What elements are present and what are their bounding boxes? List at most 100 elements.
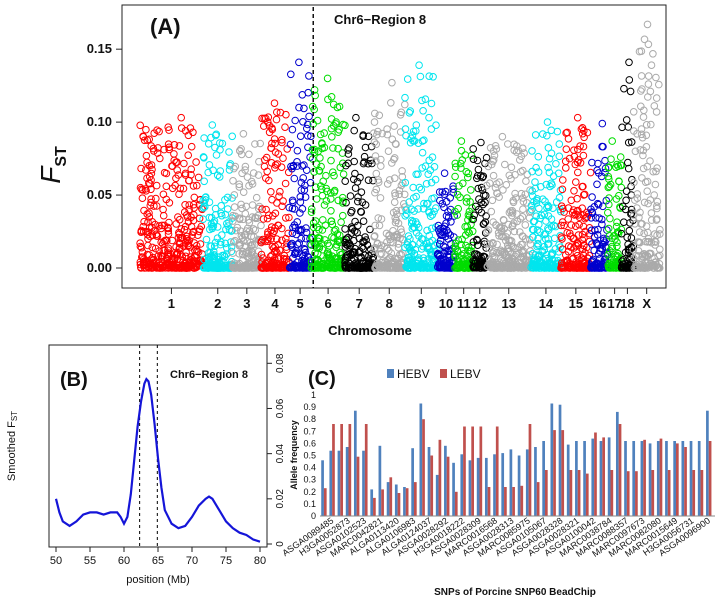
fst-point [259,235,267,244]
fst-point [540,210,549,219]
fst-point [316,154,324,162]
fst-point [195,225,204,234]
fst-point [621,205,630,214]
fst-point [414,170,422,178]
chromosome-X-points [629,20,664,272]
fst-point [513,217,522,226]
fst-point [520,149,528,157]
fst-point [205,161,214,169]
fst-point [301,248,310,257]
fst-point [623,233,632,242]
fst-point [530,217,539,225]
fst-point [485,244,494,253]
fst-point [300,161,308,169]
chromosome-17-points [604,137,626,272]
fst-point [200,134,208,142]
fst-point [229,249,237,257]
fst-point [574,168,582,177]
fst-peak-point [643,20,652,29]
bar-hebv [460,454,464,516]
bar-lebv [332,424,335,516]
fst-point [164,140,173,148]
fst-point [615,177,623,185]
fst-point [137,185,146,194]
fst-point [647,120,655,129]
fst-point [464,227,472,236]
fst-point [420,136,428,144]
fst-point [369,176,377,185]
fst-point [327,195,335,203]
fst-point [441,247,449,255]
fst-point [617,229,626,238]
fst-point [655,260,664,268]
fst-point [586,168,595,177]
fst-peak-point [208,121,217,129]
fst-point [509,243,517,251]
fst-point [534,168,543,176]
fst-point [321,221,330,230]
fst-point [374,178,383,187]
fst-point [175,239,184,248]
bar-lebv [364,424,368,516]
bar-lebv [544,470,548,516]
fst-point [558,185,567,194]
fst-point [642,143,651,151]
fst-point [236,146,244,155]
fst-point [534,252,542,261]
bar-hebv [656,441,660,516]
fst-point [545,168,554,177]
chromosome-label: 14 [539,296,554,311]
fst-point [505,171,514,180]
fst-point [401,100,409,109]
chromosome-label: 15 [569,296,583,311]
fst-point [162,195,171,204]
fst-point [177,124,186,132]
fst-point [464,216,472,224]
fst-point [469,145,478,153]
fst-point [489,171,498,180]
fst-point [307,208,316,216]
fst-point [189,182,198,190]
chromosome-12-points [469,138,491,272]
fst-point [526,207,535,215]
fst-point [519,166,527,175]
fst-point [194,173,203,182]
fst-point [549,204,557,212]
fst-point [462,168,471,176]
fst-point [506,264,515,272]
bar-hebv [689,441,693,516]
fst-point [387,238,395,247]
fst-point [138,253,146,261]
fst-point [341,254,350,263]
panel-c-y-axis-title: Allele frequency [289,420,299,490]
fst-point [325,242,334,250]
fst-point [313,261,321,270]
bar-hebv [386,482,390,516]
fst-point [428,224,436,233]
fst-point [383,244,392,253]
bar-lebv [643,439,646,516]
fst-point [213,171,222,180]
fst-point [184,151,192,159]
fst-point [652,167,660,176]
fst-point [248,240,257,249]
panel-c-bars [321,403,712,517]
fst-point [278,224,286,233]
fst-point [457,240,465,249]
fst-point [186,124,195,132]
fst-point [299,174,308,182]
fst-point [555,152,564,161]
fst-point [168,258,177,267]
bar-lebv [446,456,450,516]
fst-point [495,193,503,201]
fst-point [298,91,307,99]
fst-point [374,214,383,222]
fst-point [470,211,479,220]
bar-lebv [667,470,671,516]
fst-point [532,163,540,172]
panel-b-x-tick-label: 55 [84,555,96,567]
chromosome-label: 1 [168,296,175,311]
fst-point [479,200,487,209]
fst-point [371,244,379,252]
